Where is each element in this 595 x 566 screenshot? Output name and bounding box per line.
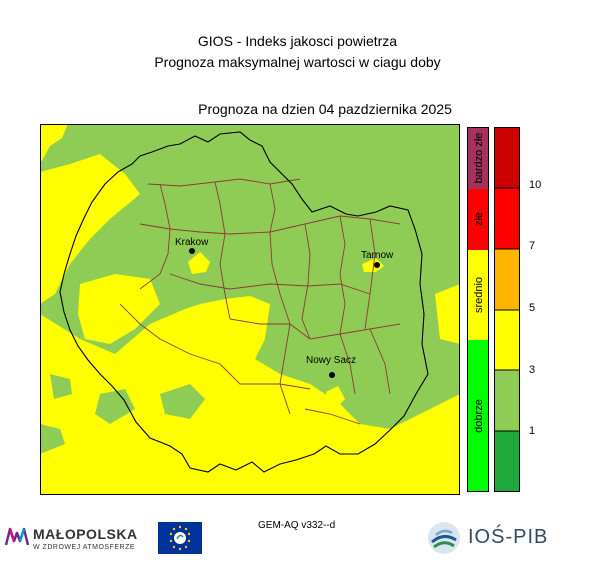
legend-srednio-label: srednio [473,277,485,313]
city-krakow: Krakow [175,237,209,254]
green-island-4 [40,424,65,454]
city-marker [374,262,380,268]
ios-pib-name: IOŚ-PIB [468,526,549,548]
malopolska-slogan: W ZDROWEJ ATMOSFERZE [33,544,136,551]
scale-tick-1: 1 [529,425,536,437]
yellow-zone-tarnow [362,258,384,272]
city-nowy-sacz: Nowy Sacz [306,355,356,378]
legend-bardzo-zle-label: bardzo złe [473,133,485,184]
scale-band-4 [494,310,520,370]
scale-band-5 [494,370,520,431]
green-island-1 [50,374,72,399]
yellow-zone-center [190,319,240,369]
city-marker [189,248,195,254]
yellow-zone-west [40,154,140,304]
scale-band-6 [494,431,520,492]
scale-tick-10: 10 [529,179,542,191]
yellow-zone-nw [40,124,68,164]
green-island-2 [95,389,135,424]
model-label: GEM-AQ v332--d [258,520,336,531]
map-title: GIOS - Indeks jakosci powietrza [197,33,398,49]
ios-pib-icon [428,522,460,554]
city-tarnow: Tarnow [361,250,394,268]
legend-dobrze-label: dobrze [473,399,485,433]
malopolska-icon [5,527,29,546]
yellow-zone-nowysacz [326,386,345,409]
legend-bardzo-zle-swatch [467,127,489,189]
scale-tick-5: 5 [529,302,536,314]
yellow-zone-south [40,296,460,495]
scale-band-1 [494,127,520,188]
scale-band-3 [494,249,520,310]
category-legend: bardzo złe złe srednio dobrze [467,127,489,492]
city-label: Tarnow [361,250,394,261]
scale-tick-7: 7 [529,240,536,252]
malopolska-name: MAŁOPOLSKA [33,526,138,542]
scale-tick-3: 3 [529,364,536,376]
yellow-zones [40,124,460,495]
map-subtitle: Prognoza maksymalnej wartosci w ciagu do… [154,54,441,70]
yellow-zone-krakow [188,252,210,274]
region-border [59,131,429,473]
legend-srednio-swatch [467,250,489,340]
eu-life-logo [158,522,202,554]
color-scale [494,127,520,492]
air-quality-map: Krakow Tarnow Nowy Sacz [40,124,460,495]
city-marker [329,372,335,378]
powiat-borders [119,178,401,425]
scale-band-2 [494,188,520,249]
yellow-zone-west2 [78,274,160,344]
legend-zle-swatch [467,189,489,250]
city-label: Nowy Sacz [306,355,356,366]
city-label: Krakow [175,237,209,248]
malopolska-logo: MAŁOPOLSKA W ZDROWEJ ATMOSFERZE [5,521,155,561]
yellow-zone-ne [435,284,460,344]
legend-zle-label: złe [473,212,485,226]
forecast-date: Prognoza na dzien 04 pazdziernika 2025 [198,101,452,117]
map-frame [40,124,460,495]
legend-dobrze-swatch [467,340,489,492]
green-island-3 [160,384,205,419]
green-islands [40,374,205,454]
